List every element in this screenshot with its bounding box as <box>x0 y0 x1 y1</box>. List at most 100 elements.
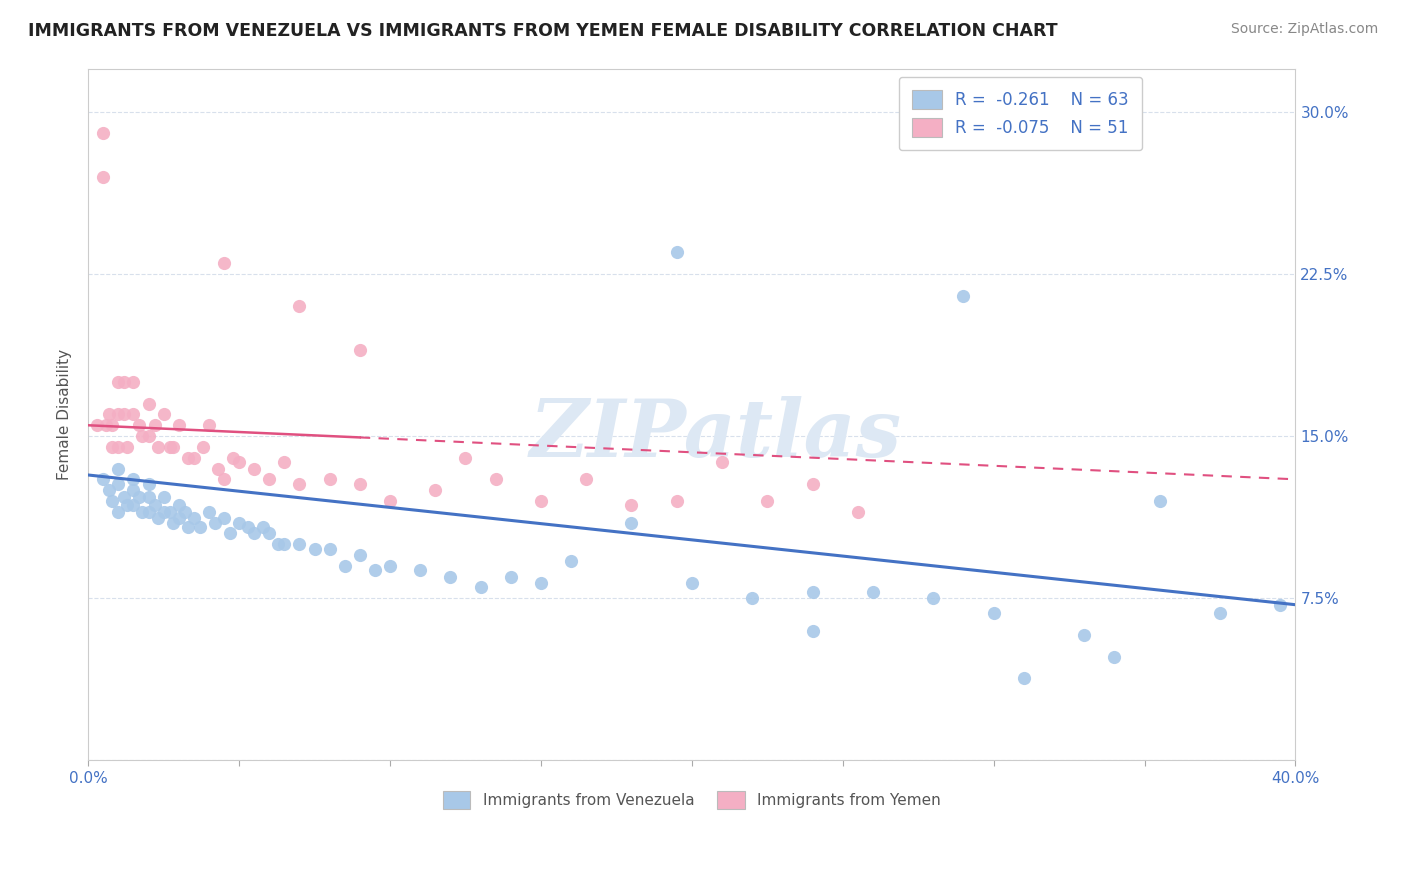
Point <box>122 375 145 389</box>
Point <box>122 472 145 486</box>
Point <box>107 476 129 491</box>
Point <box>159 505 181 519</box>
Point <box>756 494 779 508</box>
Point <box>198 505 221 519</box>
Point <box>162 440 184 454</box>
Point <box>288 537 311 551</box>
Point <box>198 418 221 433</box>
Point <box>143 418 166 433</box>
Point <box>801 584 824 599</box>
Point <box>159 440 181 454</box>
Point <box>101 494 124 508</box>
Point <box>177 450 200 465</box>
Point <box>470 581 492 595</box>
Point <box>454 450 477 465</box>
Point <box>112 375 135 389</box>
Point <box>162 516 184 530</box>
Point <box>1073 628 1095 642</box>
Point <box>138 429 160 443</box>
Point <box>96 418 118 433</box>
Point <box>212 256 235 270</box>
Point <box>128 490 150 504</box>
Point <box>665 245 688 260</box>
Point <box>122 498 145 512</box>
Point <box>138 505 160 519</box>
Point <box>107 375 129 389</box>
Point <box>207 461 229 475</box>
Point <box>273 537 295 551</box>
Point <box>146 440 169 454</box>
Point <box>183 511 205 525</box>
Point <box>152 408 174 422</box>
Point <box>177 520 200 534</box>
Point <box>1012 671 1035 685</box>
Point <box>101 440 124 454</box>
Point <box>846 505 869 519</box>
Point <box>228 455 250 469</box>
Point <box>212 511 235 525</box>
Point <box>91 127 114 141</box>
Point <box>173 505 195 519</box>
Point <box>801 476 824 491</box>
Point <box>288 476 311 491</box>
Point <box>131 429 153 443</box>
Point <box>131 505 153 519</box>
Point <box>801 624 824 638</box>
Point <box>273 455 295 469</box>
Point <box>107 505 129 519</box>
Point <box>952 288 974 302</box>
Point <box>146 511 169 525</box>
Point <box>98 483 121 497</box>
Point <box>122 483 145 497</box>
Point <box>143 498 166 512</box>
Point <box>318 541 340 556</box>
Point <box>333 558 356 573</box>
Point <box>252 520 274 534</box>
Point <box>1270 598 1292 612</box>
Point <box>183 450 205 465</box>
Point <box>243 461 266 475</box>
Point <box>922 591 945 606</box>
Point <box>138 476 160 491</box>
Point <box>204 516 226 530</box>
Point <box>107 440 129 454</box>
Point <box>167 498 190 512</box>
Point <box>212 472 235 486</box>
Point <box>117 440 139 454</box>
Legend: Immigrants from Venezuela, Immigrants from Yemen: Immigrants from Venezuela, Immigrants fr… <box>437 785 946 815</box>
Point <box>228 516 250 530</box>
Point <box>107 461 129 475</box>
Point <box>107 408 129 422</box>
Point <box>741 591 763 606</box>
Point <box>167 418 190 433</box>
Point <box>560 554 582 568</box>
Point <box>378 558 401 573</box>
Point <box>665 494 688 508</box>
Point <box>1149 494 1171 508</box>
Point <box>530 576 553 591</box>
Point <box>1209 607 1232 621</box>
Point <box>1104 649 1126 664</box>
Point <box>91 472 114 486</box>
Point <box>236 520 259 534</box>
Y-axis label: Female Disability: Female Disability <box>58 349 72 480</box>
Point <box>112 490 135 504</box>
Point <box>257 472 280 486</box>
Point <box>378 494 401 508</box>
Point <box>620 516 643 530</box>
Point <box>620 498 643 512</box>
Point <box>267 537 290 551</box>
Point <box>243 526 266 541</box>
Point <box>425 483 447 497</box>
Point <box>681 576 703 591</box>
Point <box>138 397 160 411</box>
Point <box>222 450 245 465</box>
Point <box>98 408 121 422</box>
Point <box>257 526 280 541</box>
Point <box>983 607 1005 621</box>
Point <box>349 548 371 562</box>
Point <box>318 472 340 486</box>
Point <box>530 494 553 508</box>
Point <box>122 408 145 422</box>
Point <box>86 418 108 433</box>
